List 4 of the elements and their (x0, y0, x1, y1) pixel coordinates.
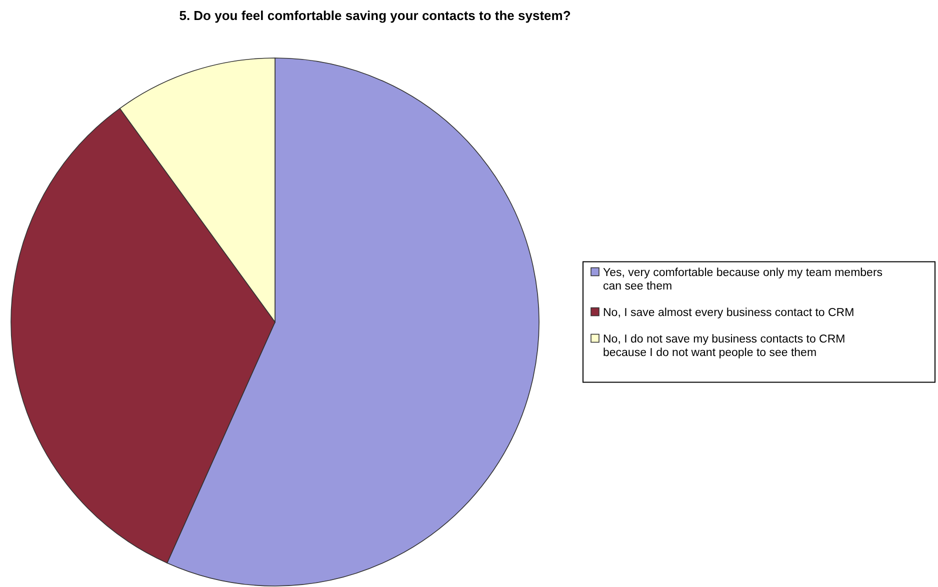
chart-title: 5. Do you feel comfortable saving your contacts to the system? (179, 8, 571, 23)
legend-label: No, I do not save my business contacts to CRM because I do not want people to see them (603, 333, 846, 359)
legend-label: No, I save almost every business contact to CRM (603, 306, 854, 319)
legend-label: Yes, very comfortable because only my team members can see them (603, 266, 883, 292)
